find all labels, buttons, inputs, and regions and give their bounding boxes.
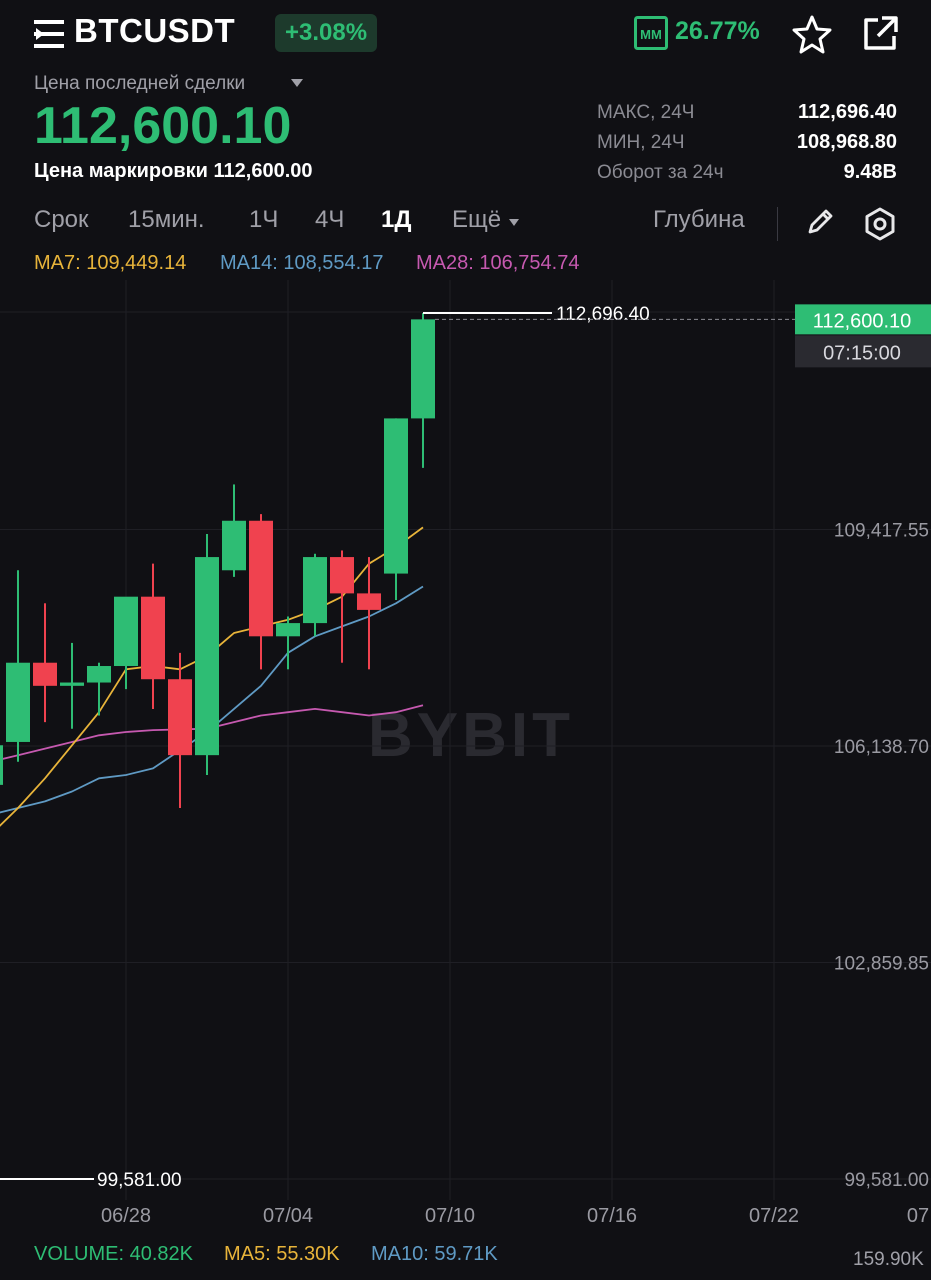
y-tick-label: 106,138.70 [834,737,929,758]
tab-1d[interactable]: 1Д [381,206,412,233]
candle-body [114,596,138,667]
tab-more[interactable]: Ещё [452,206,502,233]
current-price-tag-label: 112,600.10 [813,310,912,332]
ma14-legend: MA14: 108,554.17 [220,252,384,274]
countdown-tag [795,335,931,368]
candle-body [87,666,111,683]
y-tick-label: 102,859.85 [834,954,929,975]
star-icon[interactable] [792,14,832,54]
symbol-title[interactable]: BTCUSDT [74,12,236,49]
stat-turnover-label: Оборот за 24ч [597,162,724,183]
candle-body [330,557,354,594]
candle-body [384,418,408,574]
stat-turnover-value: 9.48B [843,161,897,183]
more-caret-icon[interactable] [509,219,519,226]
candle-body [33,662,57,686]
current-price-tag [795,304,931,335]
y-tick-label: 99,581.00 [844,1170,929,1191]
candle-body [303,557,327,624]
candle-body [60,682,84,686]
x-tick-label: 07/16 [587,1205,637,1227]
mark-price: Цена маркировки 112,600.00 [34,160,313,182]
low-marker-label: 99,581.00 [97,1170,182,1191]
volume-ma10-legend: MA10: 59.71K [371,1243,498,1265]
mm-value[interactable]: 26.77% [675,17,760,45]
x-tick-label: 07 [907,1205,929,1227]
candle-body [6,662,30,742]
stat-high-label: МАКС, 24Ч [597,102,695,123]
menu-icon[interactable] [34,20,64,48]
volume-axis-value: 159.90K [853,1249,924,1270]
chevron-down-icon[interactable] [291,79,303,87]
candle-body [141,596,165,680]
candle-body [195,557,219,756]
y-tick-label: 109,417.55 [834,521,929,542]
candle-body [249,520,273,637]
countdown-tag-label: 07:15:00 [823,342,901,364]
mm-icon[interactable]: MM [634,16,668,50]
x-tick-label: 06/28 [101,1205,151,1227]
tab-4h[interactable]: 4Ч [315,206,345,233]
divider [777,207,778,241]
stat-low-value: 108,968.80 [796,131,897,153]
x-tick-label: 07/04 [263,1205,313,1227]
volume-legend: VOLUME: 40.82K [34,1243,193,1265]
tab-15min[interactable]: 15мин. [128,206,205,233]
candlestick-chart[interactable]: 109,417.55 106,138.70 102,859.85 99,581.00 0… [0,280,931,1235]
ma7-legend: MA7: 109,449.14 [34,252,187,274]
tab-term[interactable]: Срок [34,206,89,233]
high-marker-label: 112,696.40 [556,304,650,325]
candle-body [222,520,246,571]
x-tick-label: 07/22 [749,1205,799,1227]
mm-label: MM [640,27,662,42]
stat-high-value: 112,696.40 [798,101,897,123]
gear-icon[interactable] [862,206,898,242]
candle-body [0,745,3,785]
last-price: 112,600.10 [34,97,292,155]
candle-body [357,593,381,610]
x-tick-label: 07/10 [425,1205,475,1227]
volume-ma5-legend: MA5: 55.30K [224,1243,340,1265]
top-bar: BTCUSDT +3.08% MM 26.77% [0,0,931,70]
share-icon[interactable] [860,14,900,54]
depth-button[interactable]: Глубина [653,206,745,233]
candle-body [411,319,435,419]
ma28-legend: MA28: 106,754.74 [416,252,580,274]
tab-1h[interactable]: 1Ч [249,206,279,233]
stat-low-label: МИН, 24Ч [597,132,685,153]
candle-body [168,679,192,756]
watermark-logo: BYBIT [368,701,574,770]
pencil-icon[interactable] [804,206,836,238]
last-price-label[interactable]: Цена последней сделки [34,73,246,94]
change-badge: +3.08% [275,14,378,52]
candle-body [276,623,300,637]
